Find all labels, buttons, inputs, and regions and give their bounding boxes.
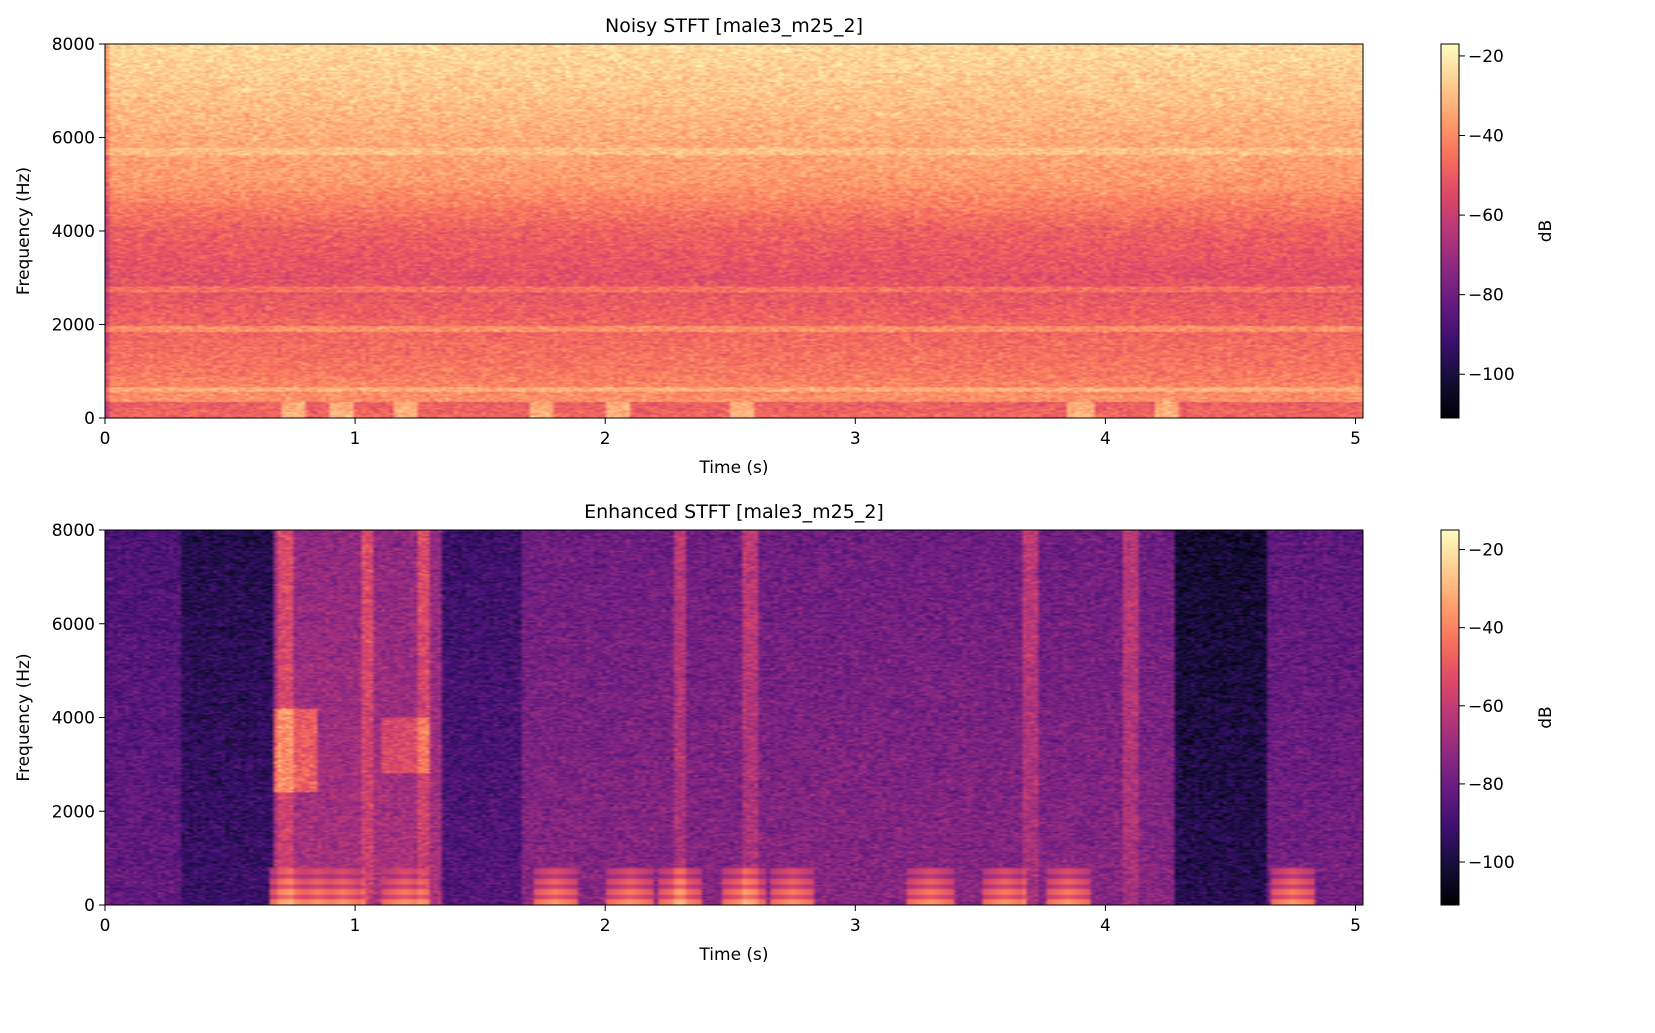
spectrogram-heatmap xyxy=(105,44,1363,418)
x-tick-label: 4 xyxy=(1100,429,1111,449)
x-axis-label: Time (s) xyxy=(698,945,768,965)
y-tick-label: 6000 xyxy=(52,129,95,149)
colorbar-gradient xyxy=(1441,530,1459,905)
x-tick-label: 2 xyxy=(600,429,611,449)
colorbar-frame xyxy=(1440,43,1460,419)
colorbar-frame xyxy=(1440,529,1460,906)
colorbar-tick-label: −60 xyxy=(1468,697,1504,717)
x-tick-label: 5 xyxy=(1350,429,1361,449)
y-axis-label: Frequency (Hz) xyxy=(14,653,34,781)
x-tick-label: 2 xyxy=(600,916,611,936)
colorbar-label: dB xyxy=(1536,706,1556,728)
colorbar-tick-label: −100 xyxy=(1468,853,1515,873)
colorbar-tick-label: −60 xyxy=(1468,206,1504,226)
x-tick-label: 1 xyxy=(350,916,361,936)
x-tick-label: 1 xyxy=(350,429,361,449)
colorbar-tick-label: −40 xyxy=(1468,127,1504,147)
y-tick-label: 0 xyxy=(84,409,95,429)
colorbar-tick-label: −100 xyxy=(1468,365,1515,385)
y-tick-label: 8000 xyxy=(52,35,95,55)
y-tick-label: 0 xyxy=(84,896,95,916)
x-tick-label: 5 xyxy=(1350,916,1361,936)
x-tick-label: 3 xyxy=(850,429,861,449)
y-axis-label: Frequency (Hz) xyxy=(14,167,34,295)
y-tick-label: 2000 xyxy=(52,316,95,336)
spectrogram-heatmap xyxy=(105,530,1363,905)
y-tick-label: 8000 xyxy=(52,521,95,541)
chart-title: Noisy STFT [male3_m25_2] xyxy=(605,15,863,37)
y-tick-label: 4000 xyxy=(52,709,95,729)
x-tick-label: 0 xyxy=(100,429,111,449)
y-tick-label: 2000 xyxy=(52,802,95,822)
chart-title: Enhanced STFT [male3_m25_2] xyxy=(584,501,884,523)
colorbar-tick-label: −80 xyxy=(1468,286,1504,306)
spectrogram-panel-2: 0 1 2 3 4 5 0 2000 4000 6000 8000 Enhanced STFT [ma… xyxy=(14,501,1556,965)
x-tick-label: 0 xyxy=(100,916,111,936)
colorbar-gradient xyxy=(1441,44,1459,418)
colorbar-tick-label: −20 xyxy=(1468,541,1504,561)
x-tick-label: 3 xyxy=(850,916,861,936)
colorbar-tick-label: −40 xyxy=(1468,619,1504,639)
colorbar-tick-label: −80 xyxy=(1468,775,1504,795)
colorbar-label: dB xyxy=(1536,220,1556,242)
y-tick-label: 6000 xyxy=(52,615,95,635)
figure-panels: 0 1 2 3 4 5 0 2000 4000 6000 8000 Noisy STFT [male3… xyxy=(14,15,1556,965)
spectrogram-panel-1: 0 1 2 3 4 5 0 2000 4000 6000 8000 Noisy STFT [male3… xyxy=(14,15,1556,478)
x-tick-label: 4 xyxy=(1100,916,1111,936)
x-axis-label: Time (s) xyxy=(698,458,768,478)
colorbar-tick-label: −20 xyxy=(1468,47,1504,67)
y-tick-label: 4000 xyxy=(52,222,95,242)
